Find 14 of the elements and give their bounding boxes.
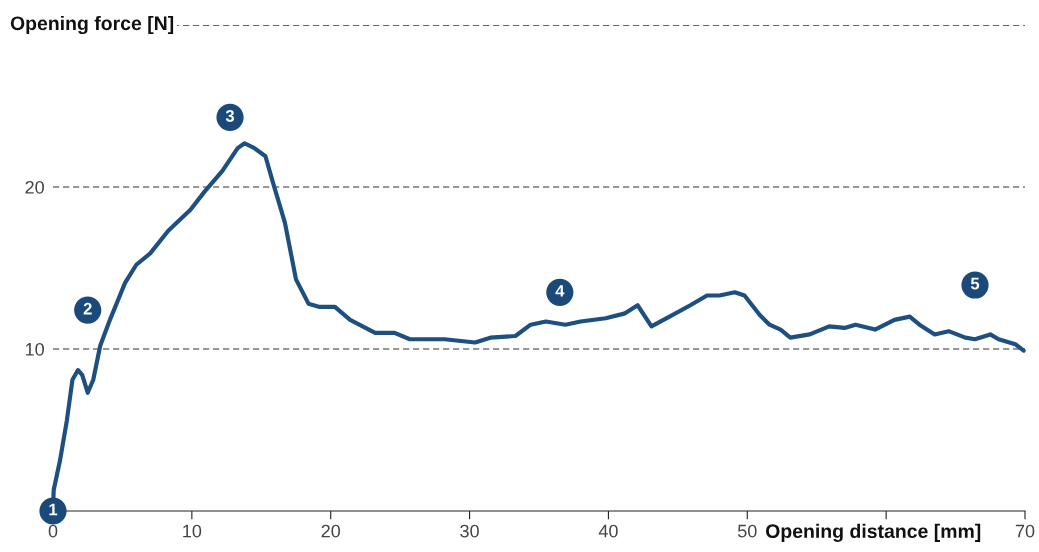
- x-tick-label: 50: [737, 524, 757, 538]
- x-tick-label: 30: [460, 524, 479, 538]
- x-tick-label: 40: [598, 524, 618, 538]
- annotation: 2: [83, 302, 92, 315]
- annotation: 4: [555, 285, 565, 297]
- x-tick-label: 0: [48, 524, 58, 538]
- x-tick-label: 70: [1015, 524, 1035, 538]
- x-tick-label: 10: [183, 524, 202, 538]
- x-axis-title: Opening distance [mm]: [766, 523, 981, 542]
- annotation: 1: [49, 503, 58, 516]
- annotation: 3: [225, 110, 235, 122]
- annotation: 5: [970, 277, 980, 290]
- x-tick-label: 20: [321, 524, 341, 538]
- y-axis-title: Opening force [N]: [10, 15, 174, 35]
